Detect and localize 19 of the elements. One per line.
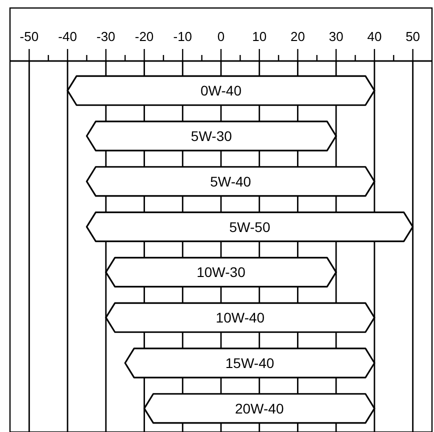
x-tick-label: -10 (173, 29, 192, 44)
x-tick-label: -40 (58, 29, 77, 44)
x-tick-label: 10 (252, 29, 267, 44)
x-tick-label: -20 (134, 29, 154, 44)
x-tick-label: 0 (217, 29, 225, 44)
x-tick-label: 50 (406, 29, 420, 44)
y-tick-label: 10W-40 (216, 310, 265, 326)
y-tick-label: 5W-50 (229, 218, 270, 235)
y-tick-label: 5W-30 (190, 128, 232, 144)
x-tick-label: 40 (367, 29, 382, 44)
x-tick-label: -50 (20, 29, 39, 44)
y-tick-label: 15W-40 (225, 354, 274, 371)
y-tick-label: 20W-40 (234, 400, 284, 416)
x-tick-label: 20 (290, 29, 305, 44)
x-tick-label: 30 (328, 29, 344, 44)
y-tick-label: 10W-30 (196, 264, 246, 280)
y-tick-label: 0W-40 (200, 82, 242, 99)
x-tick-label: -30 (96, 29, 116, 44)
y-tick-label: 5W-40 (210, 173, 252, 190)
